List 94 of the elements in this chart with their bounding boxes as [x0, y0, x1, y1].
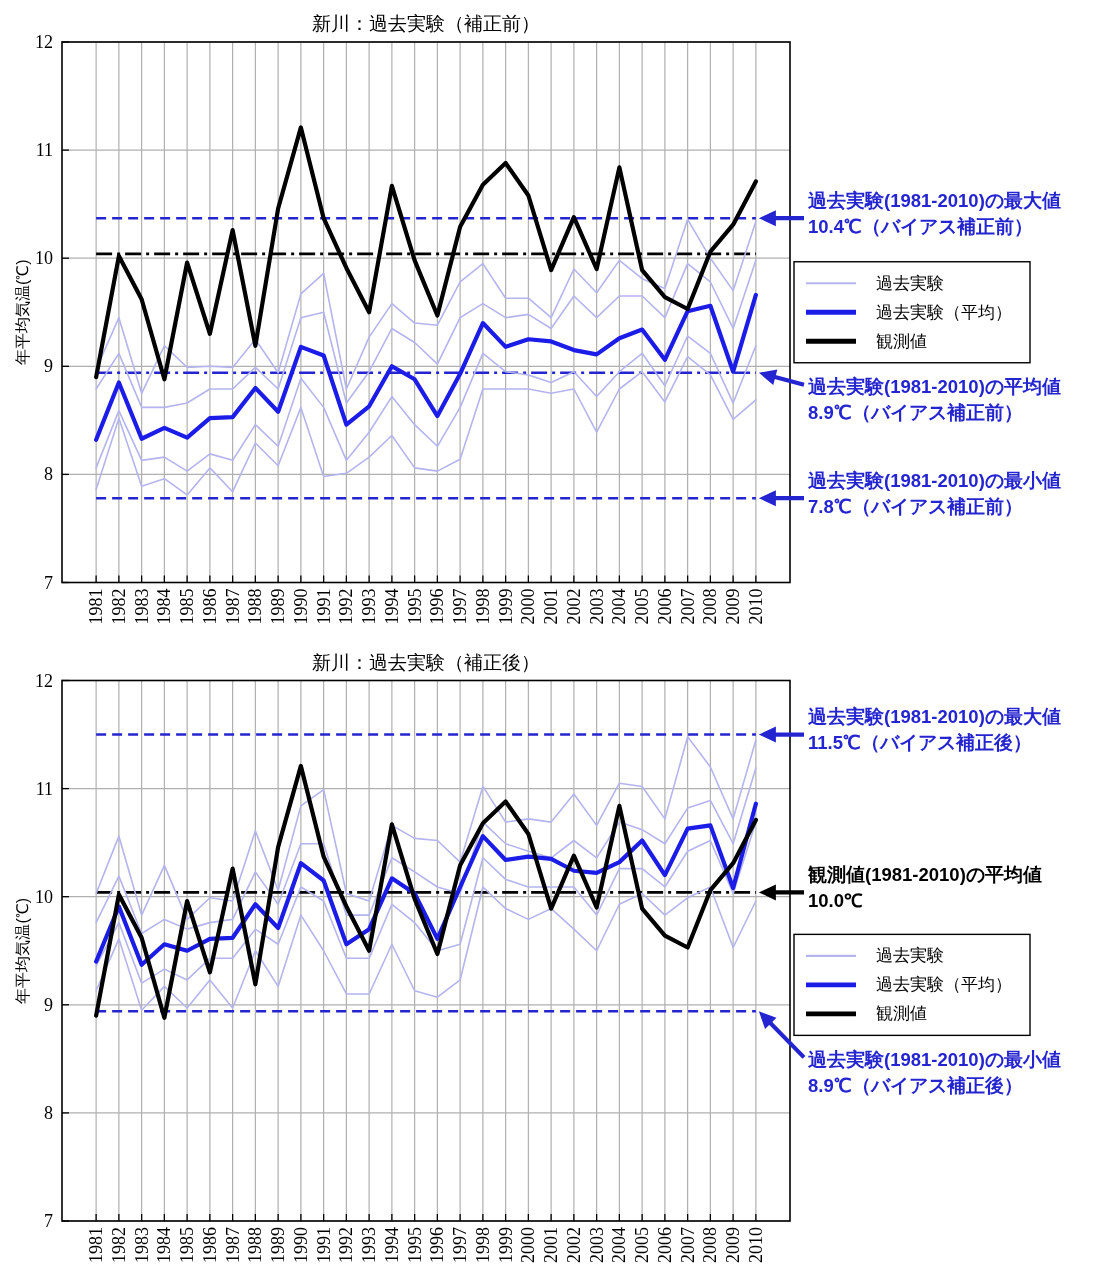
- x-tick-label: 2001: [541, 588, 562, 625]
- x-tick-label: 1984: [154, 1227, 175, 1263]
- x-tick-label: 1997: [450, 588, 471, 625]
- x-tick-label: 2000: [518, 1227, 539, 1263]
- x-tick-label: 1985: [177, 1227, 198, 1263]
- legend-label: 過去実験（平均）: [876, 975, 1012, 995]
- x-tick-label: 1998: [472, 588, 493, 625]
- x-tick-label: 2010: [745, 1227, 766, 1263]
- y-tick-label: 9: [44, 356, 53, 377]
- x-tick-label: 2002: [563, 588, 584, 625]
- x-tick-label: 2010: [745, 588, 766, 625]
- x-tick-label: 1985: [177, 588, 198, 625]
- note: 過去実験(1981-2010)の最大値 10.4℃（バイアス補正前）: [808, 189, 1061, 237]
- legend-label: 過去実験（平均）: [876, 302, 1012, 322]
- x-tick-label: 2009: [723, 588, 744, 625]
- x-tick-label: 1982: [108, 588, 129, 625]
- x-tick-label: 1982: [108, 1227, 129, 1263]
- legend-label: 観測値: [876, 1004, 927, 1024]
- x-tick-label: 1990: [290, 1227, 311, 1263]
- x-tick-label: 1993: [359, 588, 380, 625]
- x-tick-label: 1984: [154, 588, 175, 625]
- x-tick-label: 1986: [199, 1227, 220, 1263]
- legend-label: 観測値: [876, 331, 927, 351]
- x-tick-label: 2002: [563, 1227, 584, 1263]
- y-tick-label: 12: [35, 32, 53, 52]
- x-tick-label: 1995: [404, 1227, 425, 1263]
- x-tick-label: 2007: [677, 588, 698, 625]
- y-tick-label: 11: [35, 140, 53, 161]
- x-tick-label: 1981: [86, 588, 107, 625]
- legend-label: 過去実験: [876, 273, 944, 293]
- x-tick-label: 1998: [472, 1227, 493, 1263]
- note: 過去実験(1981-2010)の最小値 7.8℃（バイアス補正前）: [808, 469, 1061, 517]
- y-tick-label: 8: [44, 1102, 53, 1123]
- x-tick-label: 1992: [336, 1227, 357, 1263]
- x-tick-label: 1994: [381, 1227, 402, 1263]
- x-tick-label: 2004: [609, 588, 630, 625]
- note: 観測値(1981-2010)の平均値 10.0℃: [808, 864, 1042, 912]
- x-tick-label: 1995: [404, 588, 425, 625]
- y-tick-label: 9: [44, 994, 53, 1015]
- note: 過去実験(1981-2010)の最大値 11.5℃（バイアス補正後）: [808, 706, 1061, 754]
- x-tick-label: 2008: [700, 1227, 721, 1263]
- x-tick-label: 1999: [495, 1227, 516, 1263]
- x-tick-label: 2000: [518, 588, 539, 625]
- line-series: [95, 886, 757, 1012]
- x-tick-label: 1988: [245, 1227, 266, 1263]
- x-tick-label: 2006: [654, 1227, 675, 1263]
- x-tick-label: 1997: [450, 1227, 471, 1263]
- x-tick-label: 1989: [268, 1227, 289, 1263]
- line-series: [94, 125, 758, 382]
- x-tick-label: 2009: [723, 1227, 744, 1263]
- x-tick-label: 2005: [632, 588, 653, 625]
- x-tick-label: 1994: [381, 588, 402, 625]
- x-tick-label: 1987: [222, 1227, 243, 1263]
- y-axis-title: 年平均気温(℃): [13, 897, 31, 1004]
- x-tick-label: 2008: [700, 588, 721, 625]
- y-tick-label: 7: [44, 1211, 53, 1231]
- y-tick-label: 10: [35, 886, 53, 907]
- chart-title: 新川：過去実験（補正前）: [312, 13, 540, 34]
- y-tick-label: 7: [44, 572, 53, 593]
- line-series: [94, 763, 758, 1020]
- x-tick-label: 1996: [427, 1227, 448, 1263]
- x-tick-label: 1990: [290, 588, 311, 625]
- y-tick-label: 8: [44, 464, 53, 485]
- y-tick-label: 10: [35, 248, 53, 269]
- x-tick-label: 2007: [677, 1227, 698, 1263]
- x-tick-label: 1992: [336, 588, 357, 625]
- x-tick-label: 1987: [222, 588, 243, 625]
- line-series: [94, 292, 758, 442]
- x-tick-label: 2006: [654, 588, 675, 625]
- x-tick-label: 1991: [313, 1227, 334, 1263]
- x-tick-label: 2003: [586, 588, 607, 625]
- x-tick-label: 2005: [632, 1227, 653, 1263]
- y-tick-label: 12: [35, 670, 53, 691]
- x-tick-label: 1986: [199, 588, 220, 625]
- x-tick-label: 1996: [427, 588, 448, 625]
- x-tick-label: 1981: [86, 1227, 107, 1263]
- x-tick-label: 1983: [131, 588, 152, 625]
- x-tick-label: 1983: [131, 1227, 152, 1263]
- y-axis-title: 年平均気温(℃): [13, 259, 31, 366]
- line-series: [95, 767, 757, 935]
- x-tick-label: 1993: [359, 1227, 380, 1263]
- x-tick-label: 1989: [268, 588, 289, 625]
- x-tick-label: 2004: [609, 1227, 630, 1263]
- note: 過去実験(1981-2010)の平均値 8.9℃（バイアス補正前）: [808, 376, 1061, 424]
- y-tick-label: 11: [35, 778, 53, 799]
- x-tick-label: 1991: [313, 588, 334, 625]
- legend-label: 過去実験: [876, 946, 944, 966]
- chart-title: 新川：過去実験（補正後）: [312, 651, 540, 673]
- x-tick-label: 2003: [586, 1227, 607, 1263]
- line-series: [95, 735, 757, 921]
- x-tick-label: 1988: [245, 588, 266, 625]
- note: 過去実験(1981-2010)の最小値 8.9℃（バイアス補正後）: [808, 1049, 1061, 1097]
- x-tick-label: 2001: [541, 1227, 562, 1263]
- x-tick-label: 1999: [495, 588, 516, 625]
